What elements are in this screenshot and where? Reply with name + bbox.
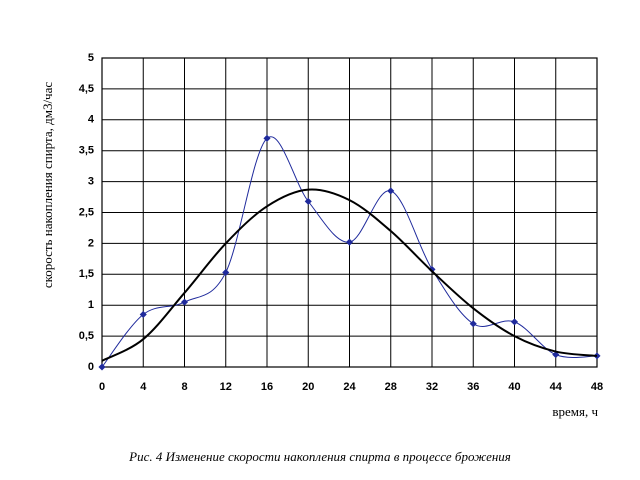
marker: [180, 298, 189, 306]
marker: [304, 197, 312, 205]
marker: [263, 134, 271, 142]
y-tick-label: 4,5: [79, 83, 94, 95]
y-tick-label: 3: [88, 176, 94, 188]
x-tick-label: 12: [220, 381, 232, 393]
y-tick-label: 1: [88, 299, 94, 311]
marker: [139, 310, 147, 319]
x-tick-label: 28: [385, 381, 397, 393]
marker: [428, 265, 436, 273]
x-axis-label: время, ч: [552, 404, 598, 419]
marker: [510, 318, 519, 326]
y-axis-label: скорость накопления спирта, дм3/час: [40, 82, 55, 289]
x-tick-label: 48: [591, 381, 603, 393]
marker: [345, 238, 354, 246]
line: [101, 188, 598, 362]
x-tick-label: 16: [261, 381, 273, 393]
plot-border: [101, 57, 598, 368]
marker: [222, 268, 230, 276]
y-tick-label: 1,5: [79, 268, 94, 280]
marker: [469, 320, 477, 328]
x-tick-label: 8: [181, 381, 187, 393]
marker: [98, 363, 106, 371]
y-tick-label: 3,5: [79, 145, 94, 157]
y-tick-label: 0,5: [79, 330, 94, 342]
x-tick-label: 44: [550, 381, 563, 393]
x-tick-label: 36: [467, 381, 479, 393]
x-tick-label: 0: [99, 381, 105, 393]
y-tick-label: 5: [88, 52, 94, 64]
x-tick-label: 4: [140, 381, 147, 393]
x-tick-label: 40: [508, 381, 520, 393]
y-tick-label: 4: [88, 114, 95, 126]
y-tick-label: 2: [88, 237, 94, 249]
x-tick-label: 24: [343, 381, 356, 393]
x-tick-label: 20: [302, 381, 314, 393]
y-tick-label: 2,5: [79, 206, 94, 218]
caption: Рис. 4 Изменение скорости накопления спи…: [128, 449, 511, 464]
y-tick-label: 0: [88, 361, 94, 373]
marker: [387, 187, 395, 195]
x-tick-label: 32: [426, 381, 438, 393]
